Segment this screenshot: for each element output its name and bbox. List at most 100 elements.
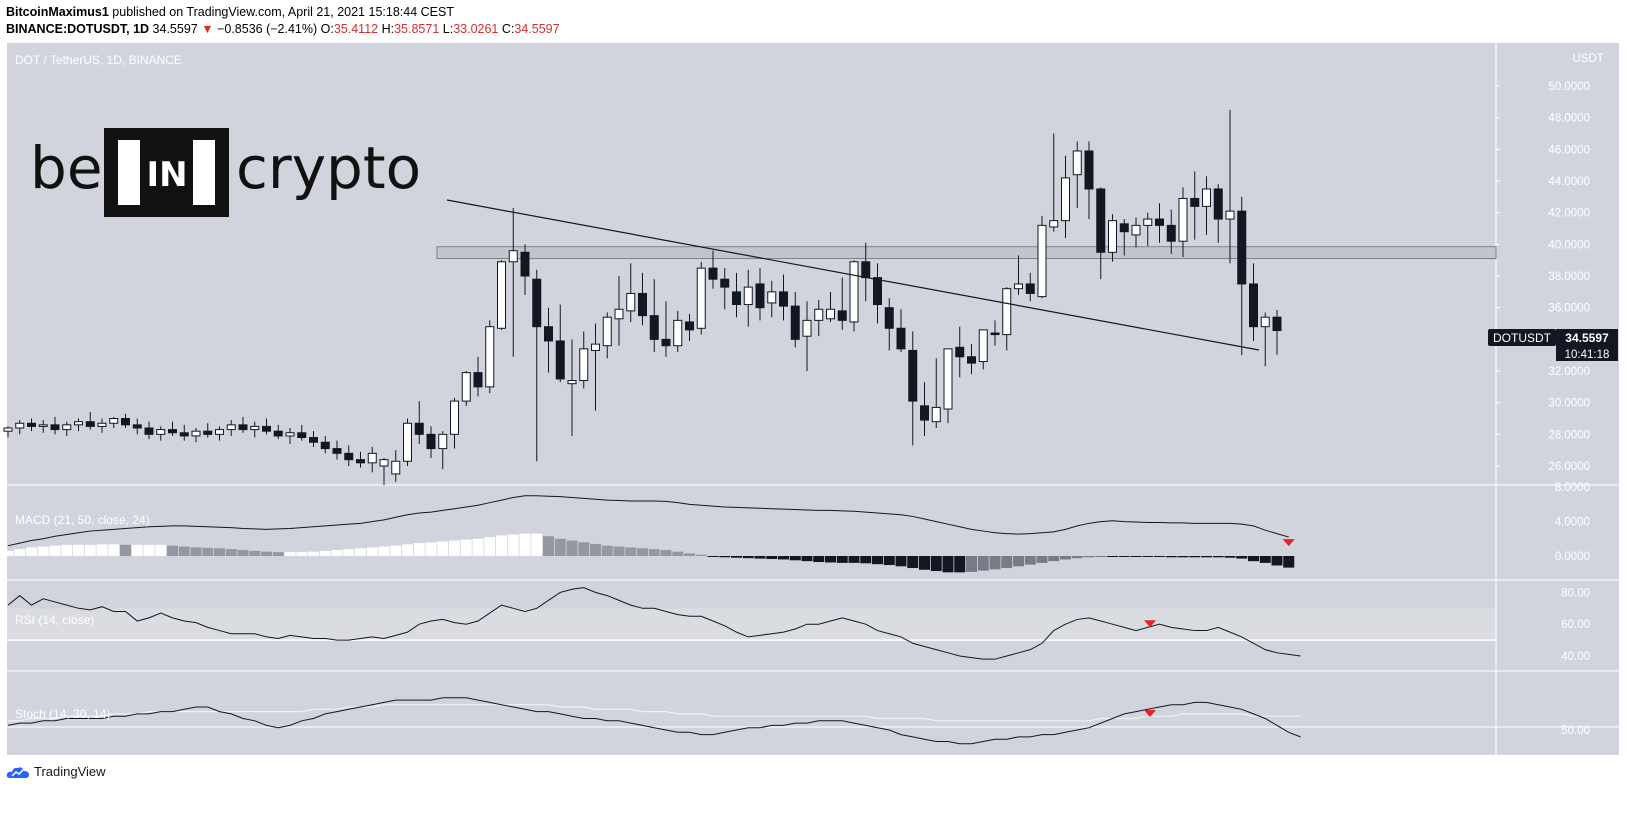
candle: [685, 314, 694, 341]
macd-hist-bar: [1060, 556, 1071, 560]
rsi-pane[interactable]: [7, 587, 1301, 660]
macd-pane[interactable]: [2, 495, 1295, 573]
candle-body: [978, 329, 988, 363]
candle: [485, 320, 495, 394]
candle-body: [967, 356, 976, 364]
macd-hist-bar: [1271, 556, 1283, 566]
macd-hist-bar: [14, 549, 26, 556]
candle: [520, 244, 530, 296]
logo-left: be: [30, 134, 103, 202]
candle: [614, 276, 624, 346]
macd-y-tick-label: 4.0000: [1555, 517, 1590, 529]
candle-body: [532, 278, 542, 328]
candle: [767, 280, 777, 318]
candle: [356, 451, 365, 468]
close-value: 34.5597: [514, 22, 560, 36]
candle: [27, 418, 36, 432]
macd-hist-bar: [390, 545, 402, 556]
stoch-pane[interactable]: [7, 697, 1301, 745]
macd-hist-bar: [1177, 556, 1189, 558]
candle: [285, 428, 295, 444]
macd-hist-bar: [707, 556, 719, 557]
macd-hist-bar: [1259, 556, 1271, 563]
candle-body: [1225, 210, 1235, 220]
candle: [50, 416, 60, 435]
price-axis[interactable]: 26.000028.000030.000032.000034.000036.00…: [1496, 81, 1590, 737]
y-tick: 40.0000: [1496, 239, 1590, 251]
x-tick-label: 22: [481, 761, 495, 775]
x-tick-label: 12: [1071, 761, 1085, 775]
candle-body: [861, 261, 871, 279]
y-tick-label: 30.0000: [1548, 398, 1590, 410]
candle-body: [121, 418, 130, 426]
candle-body: [179, 432, 189, 437]
macd-y-tick-label: 0.0000: [1555, 551, 1590, 563]
macd-hist-bar: [977, 556, 989, 571]
author-name[interactable]: BitcoinMaximus1: [6, 5, 109, 19]
close-label: C:: [501, 22, 515, 36]
macd-line: [7, 495, 1289, 547]
candle: [391, 450, 401, 482]
y-tick: 28.0000: [1496, 429, 1590, 441]
candle: [638, 272, 647, 326]
y-tick-label: 28.0000: [1548, 429, 1590, 441]
y-tick-label: 48.0000: [1548, 113, 1590, 125]
candle: [955, 326, 965, 378]
signal-arrow-icon: [1144, 620, 1156, 628]
candle: [931, 358, 941, 429]
macd-hist-bar: [919, 556, 930, 570]
down-arrow-icon: ▼: [201, 22, 214, 36]
candle: [38, 420, 48, 433]
macd-hist-bar: [413, 543, 425, 556]
candles[interactable]: [3, 109, 1282, 485]
candle: [1014, 255, 1023, 296]
candle-body: [708, 267, 718, 280]
macd-hist-bar: [601, 545, 613, 556]
macd-hist-bar: [131, 544, 143, 556]
rsi-band: [7, 608, 1496, 641]
candle-body: [1190, 197, 1200, 207]
macd-hist-bar: [284, 552, 296, 556]
candle-body: [262, 425, 271, 432]
candle: [1025, 272, 1035, 302]
macd-hist-bar: [1154, 556, 1165, 557]
candle: [649, 279, 659, 353]
candle-body: [990, 332, 1000, 336]
rsi-y-tick-label: 60.00: [1561, 619, 1590, 631]
macd-hist-bar: [237, 549, 249, 556]
macd-hist-bar: [272, 552, 284, 556]
y-tick-label: 36.0000: [1548, 303, 1590, 315]
candle-body: [1260, 316, 1270, 328]
candle-body: [1213, 188, 1223, 220]
candle-body: [955, 346, 965, 358]
candle: [1178, 187, 1188, 258]
macd-hist-bar: [472, 538, 484, 556]
time-axis[interactable]: 18 25 Feb 8 15 22 Mar 8 15 22 Apr 12 19 May 10 17: [61, 761, 1505, 775]
x-tick-label: 15: [733, 761, 747, 775]
macd-hist-bar: [319, 550, 331, 556]
candle-body: [203, 430, 213, 435]
open-label: O:: [320, 22, 334, 36]
candle: [943, 348, 953, 424]
candle: [132, 418, 142, 435]
tradingview-footer[interactable]: TradingView: [6, 764, 106, 779]
macd-hist-bar: [378, 546, 390, 556]
candle: [74, 418, 83, 432]
candle: [555, 304, 565, 383]
macd-hist-bar: [742, 556, 754, 559]
last-price-label[interactable]: DOTUSDT 34.5597 10:41:18: [1488, 329, 1618, 361]
y-tick: 32.0000: [1496, 366, 1590, 378]
publish-date: published on TradingView.com, April 21, …: [112, 5, 454, 19]
candle-body: [226, 424, 236, 431]
macd-hist-bar: [825, 556, 836, 563]
candle: [755, 268, 765, 321]
candle: [626, 263, 636, 322]
trendline[interactable]: [446, 199, 1260, 351]
candle-body: [767, 291, 777, 304]
candle-body: [567, 380, 577, 385]
macd-hist-bar: [449, 540, 460, 556]
macd-hist-bar: [61, 544, 73, 556]
y-tick: 46.0000: [1496, 144, 1590, 156]
candle-body: [826, 308, 835, 320]
